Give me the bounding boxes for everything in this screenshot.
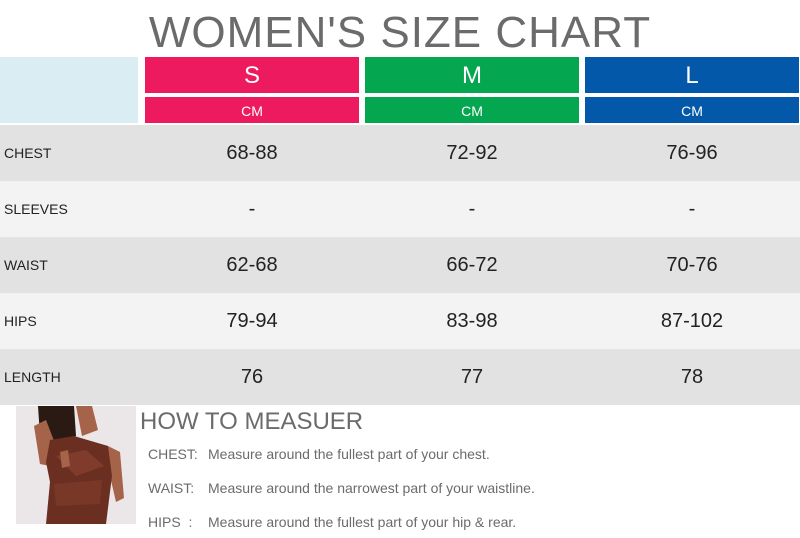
cell-value: 77 <box>460 366 484 388</box>
cell-value: 78 <box>680 366 704 388</box>
cell-value: 76-96 <box>666 142 718 164</box>
cell-value: 79-94 <box>226 310 278 332</box>
table-row-chest: CHEST 68-88 72-92 76-96 <box>0 125 800 181</box>
model-photo <box>16 406 136 524</box>
header-blank-cell <box>0 57 138 123</box>
measure-line-waist: WAIST: Measure around the narrowest part … <box>148 479 535 497</box>
cell-value: 83-98 <box>446 310 498 332</box>
cell-value: 62-68 <box>226 254 278 276</box>
table-row-sleeves: SLEEVES - - - <box>0 181 800 237</box>
table-row-waist: WAIST 62-68 66-72 70-76 <box>0 237 800 293</box>
row-label: CHEST <box>4 145 52 161</box>
cell-value: 72-92 <box>446 142 498 164</box>
measure-title: HOW TO MEASUER <box>140 408 364 435</box>
size-header-s: S <box>145 57 359 93</box>
measure-label: WAIST: <box>148 480 195 496</box>
cell-value: 68-88 <box>226 142 278 164</box>
table-row-length: LENGTH 76 77 78 <box>0 349 800 405</box>
table-row-hips: HIPS 79-94 83-98 87-102 <box>0 293 800 349</box>
page-title: WOMEN'S SIZE CHART <box>148 8 652 57</box>
measure-label: CHEST: <box>148 446 198 462</box>
measure-text: Measure around the narrowest part of you… <box>208 480 535 496</box>
row-label: LENGTH <box>4 369 61 385</box>
cell-value: 76 <box>240 366 264 388</box>
measure-text: Measure around the fullest part of your … <box>208 446 490 462</box>
row-label: WAIST <box>4 257 48 273</box>
unit-header-l: CM <box>585 97 799 123</box>
measure-line-hips: HIPS : Measure around the fullest part of… <box>148 513 516 531</box>
unit-header-s: CM <box>145 97 359 123</box>
row-label: SLEEVES <box>4 201 68 217</box>
model-illustration <box>16 406 136 524</box>
size-header-m: M <box>365 57 579 93</box>
cell-value: - <box>248 198 256 220</box>
size-header-l: L <box>585 57 799 93</box>
unit-header-m: CM <box>365 97 579 123</box>
cell-value: 66-72 <box>446 254 498 276</box>
cell-value: 70-76 <box>666 254 718 276</box>
cell-value: - <box>468 198 476 220</box>
measure-line-chest: CHEST: Measure around the fullest part of… <box>148 445 490 463</box>
measure-text: Measure around the fullest part of your … <box>208 514 517 530</box>
cell-value: - <box>688 198 696 220</box>
row-label: HIPS <box>4 313 37 329</box>
measure-label: HIPS : <box>148 514 193 530</box>
cell-value: 87-102 <box>660 310 724 332</box>
